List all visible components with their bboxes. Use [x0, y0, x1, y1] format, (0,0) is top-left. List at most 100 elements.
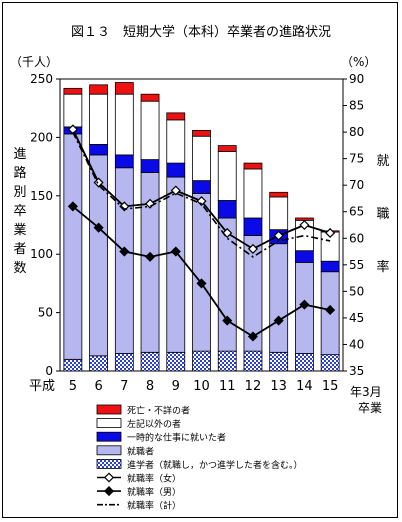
series-point [119, 246, 130, 257]
series-point [170, 185, 181, 196]
bar-segment [114, 154, 134, 169]
bar-segment [295, 250, 314, 263]
bar-segment [269, 243, 289, 353]
series-point [144, 251, 156, 262]
bar-segment [243, 350, 263, 372]
bar-segment [320, 260, 340, 273]
bar-segment [269, 196, 289, 231]
legend-label: 一時的な仕事に就いた者 [127, 432, 226, 444]
right-axis-unit: （%） [341, 55, 376, 69]
right-axis-label-char: 職 [376, 207, 389, 222]
legend-label: 就職者 [127, 445, 154, 457]
x-tick-label: 12 [245, 379, 262, 394]
legend-label: 就職率（男） [127, 486, 181, 498]
series-point [247, 331, 259, 342]
series-point [196, 278, 207, 289]
series-point [119, 201, 130, 212]
right-axis-label-char: 就 [376, 154, 389, 169]
right-tick-label: 70 [349, 178, 364, 192]
bar-segment [243, 168, 263, 219]
legend-swatch [96, 404, 122, 415]
legend-swatch [96, 458, 122, 469]
right-tick-label: 65 [349, 205, 364, 219]
series-point [273, 315, 284, 326]
series-point [325, 304, 336, 315]
bar-segment [217, 350, 237, 372]
bar-segment [192, 193, 211, 352]
bar-segment [114, 353, 134, 372]
right-tick-label: 60 [349, 231, 364, 245]
bar-segment [243, 217, 263, 236]
left-tick-label: 200 [30, 130, 53, 144]
left-tick-label: 250 [30, 72, 53, 86]
bar-segment [89, 355, 108, 372]
bar-segment [166, 162, 186, 178]
right-tick-label: 80 [349, 125, 364, 139]
left-axis-label-char: 別 [13, 185, 26, 200]
bar-segment [166, 351, 186, 372]
series-point [299, 219, 310, 231]
bar-segment [295, 353, 314, 372]
legend-label: 就職率（計） [127, 500, 181, 512]
series-point [247, 243, 259, 254]
x-tick-label: 5 [69, 379, 77, 394]
right-tick-label: 40 [349, 337, 364, 351]
x-axis-suffix-line1: 年3月 [350, 385, 382, 399]
series-point [93, 177, 104, 188]
bar-segment [63, 133, 83, 360]
bar-segment [114, 82, 134, 95]
bar-segment [63, 358, 83, 372]
x-tick-label: 10 [193, 379, 210, 394]
legend-label: 就職率（女） [127, 473, 181, 485]
x-tick-label: 15 [322, 379, 339, 394]
bar-segment [140, 100, 160, 160]
bar-segment [63, 93, 83, 128]
x-tick-label: 9 [172, 379, 180, 394]
bar-segment [114, 167, 134, 354]
legend-swatch [96, 418, 122, 429]
bar-segment [140, 93, 160, 102]
bar-segment [166, 119, 186, 164]
series-point [170, 246, 181, 257]
x-tick-label: 8 [146, 379, 154, 394]
chart-frame [2, 2, 398, 518]
x-axis-suffix-line2: 卒業 [358, 401, 382, 415]
left-tick-label: 100 [30, 247, 53, 261]
right-tick-label: 85 [349, 99, 364, 113]
legend-marker [103, 486, 115, 497]
x-tick-label: 7 [120, 379, 128, 394]
bar-segment [166, 176, 186, 353]
x-tick-label: 14 [296, 379, 313, 394]
bar-segment [217, 145, 237, 152]
legend-marker [103, 472, 115, 483]
bar-segment [269, 191, 289, 198]
legend-swatch [96, 431, 122, 442]
left-axis-label-char: 路 [13, 165, 26, 181]
bar-segment [243, 162, 263, 170]
left-axis-unit: （千人） [10, 55, 58, 69]
series-point [273, 230, 284, 241]
series-point [67, 201, 78, 212]
right-tick-label: 75 [349, 152, 364, 166]
legend: 死亡・不詳の者左記以外の者一時的な仕事に就いた者就職者進学者（就職し，かつ進学し… [96, 404, 303, 512]
bar-segment [140, 159, 160, 173]
bar-segment [217, 200, 237, 219]
x-axis-prefix: 平成 [29, 379, 55, 394]
bar-segment [217, 151, 237, 201]
left-axis-label-char: 卒 [13, 204, 26, 219]
bar-segment [63, 87, 83, 95]
bar-segment [192, 180, 211, 194]
bar-segment [166, 112, 186, 121]
bar-segment [192, 135, 211, 182]
left-axis-label-char: 業 [13, 222, 26, 238]
left-axis-label-char: 者 [13, 242, 26, 257]
bar-segment [89, 93, 108, 145]
right-tick-label: 35 [349, 364, 364, 378]
legend-label: 左記以外の者 [127, 418, 181, 430]
series-point [222, 315, 233, 326]
x-tick-label: 6 [94, 379, 102, 394]
left-tick-label: 150 [30, 189, 53, 203]
series-point [196, 196, 207, 207]
bar-segment [269, 351, 289, 372]
